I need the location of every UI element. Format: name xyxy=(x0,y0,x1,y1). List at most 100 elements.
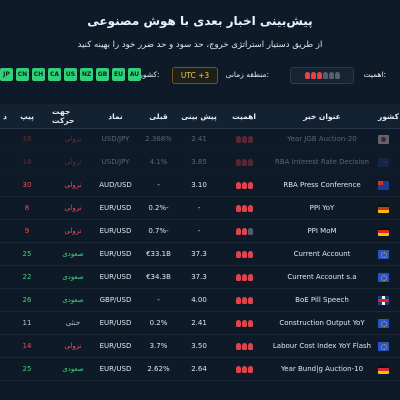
fire-icon[interactable] xyxy=(316,72,322,79)
flag-icon xyxy=(378,134,389,144)
fire-icon xyxy=(241,250,247,258)
flag-icon xyxy=(378,318,389,328)
importance-filter[interactable] xyxy=(290,67,354,84)
table-row[interactable]: PPI YoY - 0.2%- EUR/USD نزولی 8 xyxy=(0,197,400,220)
direction-value: صعودی xyxy=(62,250,84,258)
table-row[interactable]: Labour Cost Index YoY Flash 3.50 3.7% EUR/U… xyxy=(0,335,400,358)
timezone-select[interactable]: UTC +3 xyxy=(172,67,218,84)
header-title: عنوان خبر xyxy=(303,111,341,121)
header-direction: جهت حرکت xyxy=(52,107,75,125)
header-previous: قبلی xyxy=(149,111,168,121)
fire-icon xyxy=(247,135,253,143)
table-row[interactable]: BoE Pill Speech 4.00 - GBP/USD صعودی 26 xyxy=(0,289,400,312)
pip-value: 25 xyxy=(22,365,32,373)
header-importance: اهمیت xyxy=(232,111,256,121)
importance-cell xyxy=(218,335,270,357)
news-title: Year Bund|g Auction-10 xyxy=(280,365,364,373)
country-chip[interactable]: AU xyxy=(128,68,141,81)
pip-value: 14 xyxy=(22,342,32,350)
fire-icon xyxy=(247,204,253,212)
table-header-row: کشور عنوان خبر اهمیت پیش بینی قبلی نماد … xyxy=(0,104,400,129)
flag-icon xyxy=(378,203,389,213)
symbol-value: EUR/USD xyxy=(99,365,132,373)
fire-icon xyxy=(235,296,241,304)
fire-icon xyxy=(235,365,241,373)
symbol-value: AUD/USD xyxy=(99,181,132,189)
news-title: RBA Interest Rate Decision xyxy=(275,158,369,166)
country-flag-cell xyxy=(378,174,400,196)
symbol-value: USD/JPY xyxy=(101,135,130,143)
news-title: Year JGB Auction-20 xyxy=(287,135,357,143)
header-pip: پیپ xyxy=(20,111,34,121)
fire-icon[interactable] xyxy=(322,72,328,79)
fire-icon xyxy=(235,250,241,258)
country-filter-label: کشورها: xyxy=(133,70,160,79)
table-row[interactable]: Year Bund|g Auction-10 2.64 2.62% EUR/USD صع… xyxy=(0,358,400,381)
fire-icon xyxy=(235,181,241,189)
pip-value: 22 xyxy=(22,273,32,281)
fire-icon[interactable] xyxy=(304,72,310,79)
direction-value: نزولی xyxy=(64,181,82,189)
country-chip[interactable]: JP xyxy=(0,68,13,81)
previous-value: - xyxy=(157,181,160,189)
fire-icon xyxy=(241,227,247,235)
importance-cell xyxy=(218,174,270,196)
page-subtitle: از طریق دستیار استراتژی خروج، حد سود و ح… xyxy=(77,40,323,50)
country-flag-cell xyxy=(378,151,400,173)
fire-icon[interactable] xyxy=(310,72,316,79)
flag-icon xyxy=(378,364,389,374)
country-flag-cell xyxy=(378,266,400,288)
fire-icon xyxy=(241,273,247,281)
symbol-value: USD/JPY xyxy=(101,158,130,166)
country-chip[interactable]: EU xyxy=(112,68,125,81)
table-row[interactable]: Year JGB Auction-20 2.41 2.368% USD/JPY نزول… xyxy=(0,128,400,151)
direction-value: نزولی xyxy=(64,342,82,350)
table-row[interactable]: RBA Press Conference 3.10 - AUD/USD نزولی 30 xyxy=(0,174,400,197)
direction-value: صعودی xyxy=(62,365,84,373)
country-chip[interactable]: GB xyxy=(96,68,109,81)
direction-value: خنثی xyxy=(65,319,81,327)
country-chip[interactable]: CN xyxy=(16,68,29,81)
table-row[interactable]: RBA Interest Rate Decision 3.85 4.1% USD/JP… xyxy=(0,151,400,174)
previous-value: 2.62% xyxy=(147,365,170,373)
pip-value: 30 xyxy=(22,181,32,189)
pip-value: 14 xyxy=(22,158,32,166)
country-flag-cell xyxy=(378,358,400,380)
country-chip[interactable]: CA xyxy=(48,68,61,81)
table-row[interactable]: Current Account 37.3 €33.1B EUR/USD صعودی 25 xyxy=(0,243,400,266)
flag-icon xyxy=(378,341,389,351)
flag-icon xyxy=(378,157,389,167)
forecast-value: - xyxy=(197,204,201,212)
previous-value: 0.2%- xyxy=(148,204,169,212)
table-row[interactable]: Current Account s.a 37.3 €34.3B EUR/USD صعود… xyxy=(0,266,400,289)
header-d: د xyxy=(3,111,7,121)
country-chip[interactable]: US xyxy=(64,68,77,81)
filter-bar: اهمیت: منطقه زمانی: UTC +3 کشورها: JP CN C… xyxy=(0,64,400,86)
flag-icon xyxy=(378,226,389,236)
forecast-value: - xyxy=(197,227,201,235)
previous-value: 3.7% xyxy=(149,342,168,350)
table-row[interactable]: Construction Output YoY 2.41 0.2% EUR/USD خن… xyxy=(0,312,400,335)
fire-icon xyxy=(247,273,253,281)
forecast-value: 4.00 xyxy=(191,296,207,304)
fire-icon xyxy=(247,227,253,235)
fire-icon[interactable] xyxy=(328,72,334,79)
header-forecast: پیش بینی xyxy=(181,111,217,121)
pip-value: 26 xyxy=(22,296,32,304)
fire-icon xyxy=(241,296,247,304)
fire-icon xyxy=(247,296,253,304)
importance-filter-label: اهمیت: xyxy=(363,70,386,79)
fire-icon xyxy=(241,365,247,373)
importance-cell xyxy=(218,151,270,173)
fire-icon[interactable] xyxy=(334,72,340,79)
symbol-value: EUR/USD xyxy=(99,342,132,350)
news-title: PPI MoM xyxy=(307,227,337,235)
importance-cell xyxy=(218,243,270,265)
direction-value: نزولی xyxy=(64,227,82,235)
forecast-value: 2.64 xyxy=(191,365,207,373)
table-row[interactable]: PPI MoM - 0.7%- EUR/USD نزولی 9 xyxy=(0,220,400,243)
country-chip[interactable]: NZ xyxy=(80,68,93,81)
flag-icon xyxy=(378,249,389,259)
country-chip[interactable]: CH xyxy=(32,68,45,81)
symbol-value: EUR/USD xyxy=(99,319,132,327)
